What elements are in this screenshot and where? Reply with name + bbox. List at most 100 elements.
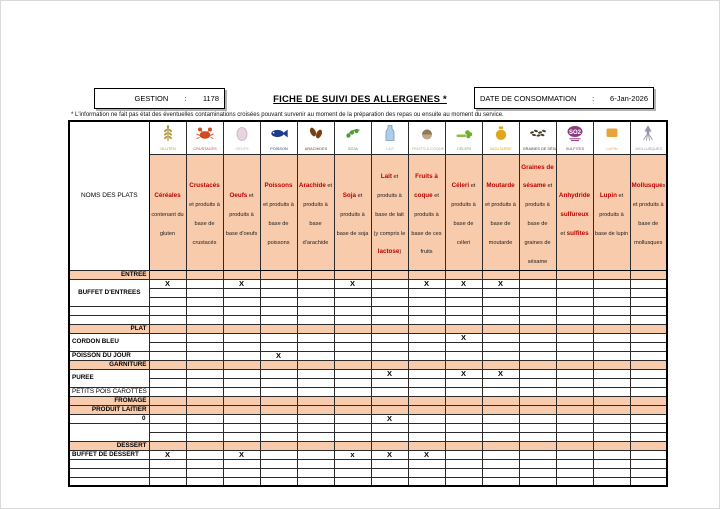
allergen-mark-cell[interactable]: [629, 341, 668, 352]
allergen-mark-cell[interactable]: [592, 314, 631, 325]
allergen-mark-cell[interactable]: [185, 413, 224, 424]
allergen-mark-cell[interactable]: [481, 314, 520, 325]
allergen-mark-cell[interactable]: [592, 278, 631, 289]
allergen-mark-cell[interactable]: [222, 467, 261, 478]
allergen-mark-cell[interactable]: [555, 332, 594, 343]
allergen-mark-cell[interactable]: [222, 386, 261, 397]
allergen-mark-cell[interactable]: [296, 368, 335, 379]
allergen-mark-cell[interactable]: x: [333, 449, 372, 460]
allergen-mark-cell[interactable]: [259, 449, 298, 460]
allergen-mark-cell[interactable]: [259, 422, 298, 433]
allergen-mark-cell[interactable]: [555, 278, 594, 289]
allergen-mark-cell[interactable]: [407, 431, 446, 442]
allergen-mark-cell[interactable]: [185, 287, 224, 298]
allergen-mark-cell[interactable]: [296, 386, 335, 397]
allergen-mark-cell[interactable]: [481, 422, 520, 433]
allergen-mark-cell[interactable]: [296, 287, 335, 298]
allergen-mark-cell[interactable]: [592, 305, 631, 316]
allergen-mark-cell[interactable]: [444, 422, 483, 433]
allergen-mark-cell[interactable]: [555, 314, 594, 325]
allergen-mark-cell[interactable]: X: [444, 278, 483, 289]
allergen-mark-cell[interactable]: X: [222, 449, 261, 460]
allergen-mark-cell[interactable]: [148, 422, 187, 433]
allergen-mark-cell[interactable]: [444, 314, 483, 325]
allergen-mark-cell[interactable]: [481, 305, 520, 316]
allergen-mark-cell[interactable]: [185, 350, 224, 361]
allergen-mark-cell[interactable]: X: [259, 350, 298, 361]
allergen-mark-cell[interactable]: [555, 431, 594, 442]
allergen-mark-cell[interactable]: [407, 413, 446, 424]
allergen-mark-cell[interactable]: [296, 350, 335, 361]
allergen-mark-cell[interactable]: [333, 458, 372, 469]
allergen-mark-cell[interactable]: [370, 377, 409, 388]
allergen-mark-cell[interactable]: [148, 431, 187, 442]
allergen-mark-cell[interactable]: [185, 422, 224, 433]
allergen-mark-cell[interactable]: [629, 449, 668, 460]
allergen-mark-cell[interactable]: [407, 305, 446, 316]
allergen-mark-cell[interactable]: [444, 431, 483, 442]
allergen-mark-cell[interactable]: [370, 431, 409, 442]
allergen-mark-cell[interactable]: [148, 413, 187, 424]
gestion-value[interactable]: 1178: [202, 94, 219, 103]
allergen-mark-cell[interactable]: [555, 413, 594, 424]
allergen-mark-cell[interactable]: [296, 413, 335, 424]
allergen-mark-cell[interactable]: [481, 296, 520, 307]
allergen-mark-cell[interactable]: [518, 377, 557, 388]
allergen-mark-cell[interactable]: [222, 431, 261, 442]
allergen-mark-cell[interactable]: [148, 341, 187, 352]
allergen-mark-cell[interactable]: [444, 305, 483, 316]
allergen-mark-cell[interactable]: [629, 296, 668, 307]
allergen-mark-cell[interactable]: [333, 368, 372, 379]
allergen-mark-cell[interactable]: [481, 467, 520, 478]
allergen-mark-cell[interactable]: [407, 332, 446, 343]
allergen-mark-cell[interactable]: [185, 341, 224, 352]
allergen-mark-cell[interactable]: [629, 287, 668, 298]
allergen-mark-cell[interactable]: [481, 458, 520, 469]
allergen-mark-cell[interactable]: [259, 377, 298, 388]
allergen-mark-cell[interactable]: [407, 458, 446, 469]
allergen-mark-cell[interactable]: [333, 431, 372, 442]
allergen-mark-cell[interactable]: [185, 368, 224, 379]
allergen-mark-cell[interactable]: [481, 332, 520, 343]
allergen-mark-cell[interactable]: [259, 305, 298, 316]
allergen-mark-cell[interactable]: [333, 476, 372, 487]
allergen-mark-cell[interactable]: [481, 449, 520, 460]
allergen-mark-cell[interactable]: [629, 350, 668, 361]
allergen-mark-cell[interactable]: [333, 377, 372, 388]
allergen-mark-cell[interactable]: [629, 314, 668, 325]
allergen-mark-cell[interactable]: [259, 467, 298, 478]
allergen-mark-cell[interactable]: [370, 341, 409, 352]
allergen-mark-cell[interactable]: X: [370, 413, 409, 424]
allergen-mark-cell[interactable]: [333, 305, 372, 316]
allergen-mark-cell[interactable]: [518, 467, 557, 478]
allergen-mark-cell[interactable]: [481, 377, 520, 388]
allergen-mark-cell[interactable]: [629, 332, 668, 343]
allergen-mark-cell[interactable]: [555, 287, 594, 298]
allergen-mark-cell[interactable]: [629, 386, 668, 397]
allergen-mark-cell[interactable]: [592, 341, 631, 352]
allergen-mark-cell[interactable]: [481, 413, 520, 424]
allergen-mark-cell[interactable]: [592, 476, 631, 487]
allergen-mark-cell[interactable]: [259, 476, 298, 487]
allergen-mark-cell[interactable]: [518, 350, 557, 361]
allergen-mark-cell[interactable]: [259, 368, 298, 379]
allergen-mark-cell[interactable]: [370, 278, 409, 289]
allergen-mark-cell[interactable]: [148, 287, 187, 298]
allergen-mark-cell[interactable]: [629, 467, 668, 478]
allergen-mark-cell[interactable]: [407, 314, 446, 325]
allergen-mark-cell[interactable]: [296, 305, 335, 316]
allergen-mark-cell[interactable]: [518, 368, 557, 379]
allergen-mark-cell[interactable]: [259, 341, 298, 352]
allergen-mark-cell[interactable]: [185, 476, 224, 487]
allergen-mark-cell[interactable]: [592, 449, 631, 460]
allergen-mark-cell[interactable]: [407, 350, 446, 361]
allergen-mark-cell[interactable]: [259, 431, 298, 442]
allergen-mark-cell[interactable]: [518, 431, 557, 442]
allergen-mark-cell[interactable]: [296, 467, 335, 478]
allergen-mark-cell[interactable]: [518, 386, 557, 397]
allergen-mark-cell[interactable]: X: [148, 449, 187, 460]
allergen-mark-cell[interactable]: [222, 341, 261, 352]
allergen-mark-cell[interactable]: [333, 296, 372, 307]
date-value[interactable]: 6-Jan-2026: [610, 93, 648, 103]
allergen-mark-cell[interactable]: [185, 449, 224, 460]
